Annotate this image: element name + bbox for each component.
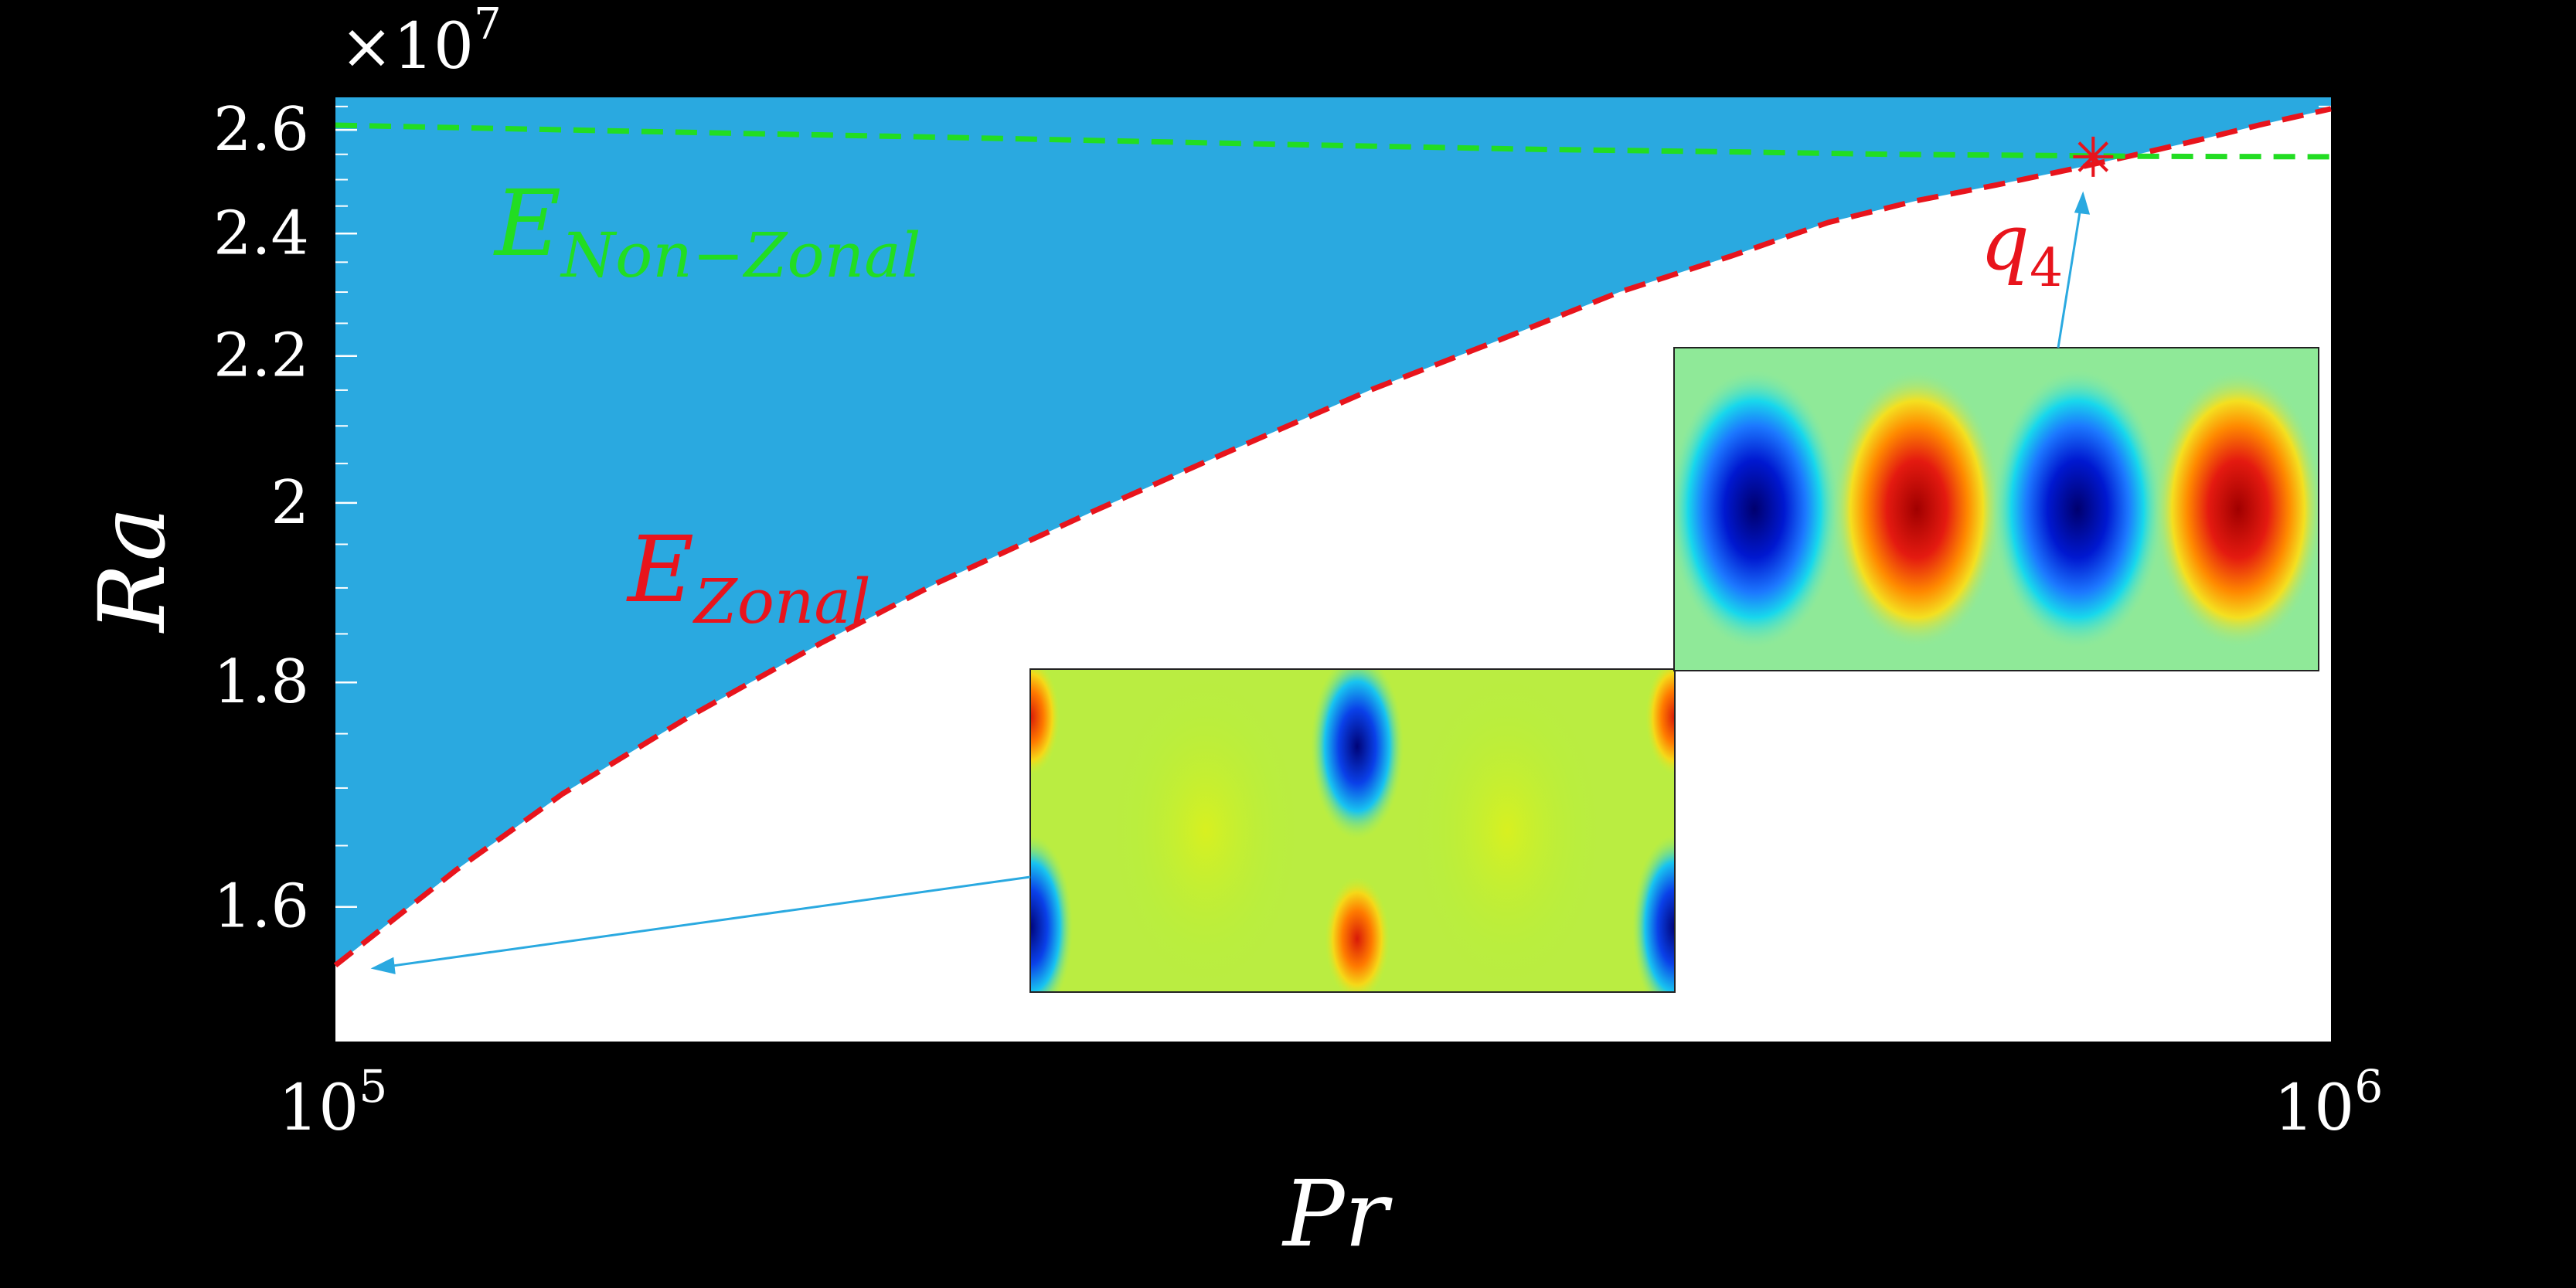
y-major-ticks xyxy=(335,128,2331,908)
inset-nonzonal-mode xyxy=(1674,348,2319,671)
label-q4: q4 xyxy=(1980,197,2063,299)
y-tick-label: 2.2 xyxy=(213,321,309,391)
q4-star-marker xyxy=(2073,136,2114,177)
y-multiplier: ×107 xyxy=(340,0,502,83)
y-axis-label: Ra xyxy=(79,507,185,634)
inset-zonal-mode xyxy=(1030,669,1675,992)
arrow-inset-zonal xyxy=(381,875,1031,969)
y-tick-label: 2 xyxy=(271,468,309,538)
y-tick-labels: 1.6 1.8 2 2.2 2.4 2.6 xyxy=(213,95,309,942)
label-e-non-zonal: ENon−Zonal xyxy=(493,170,920,291)
x-tick-label: 106 xyxy=(2274,1060,2383,1145)
star-stroke xyxy=(2077,141,2109,172)
arrowhead-inset-zonal xyxy=(370,957,396,974)
y-minor-ticks xyxy=(335,105,2331,974)
inset-nonzonal-frame xyxy=(1673,347,2319,671)
y-tick-label: 2.4 xyxy=(213,199,309,268)
x-tick-label: 105 xyxy=(278,1060,387,1145)
series-line-e-zonal xyxy=(333,106,2332,968)
arrowhead-inset-nonzonal xyxy=(2074,191,2091,215)
arrow-inset-nonzonal xyxy=(2057,202,2083,348)
unstable-region-fill xyxy=(335,97,2331,966)
y-tick-label: 1.8 xyxy=(213,647,309,717)
inset-zonal-frame xyxy=(1029,668,1676,993)
y-tick-label: 2.6 xyxy=(213,95,309,165)
label-e-zonal: EZonal xyxy=(626,516,871,637)
y-tick-label: 1.6 xyxy=(213,872,309,942)
x-axis-label: Pr xyxy=(1281,1161,1393,1267)
